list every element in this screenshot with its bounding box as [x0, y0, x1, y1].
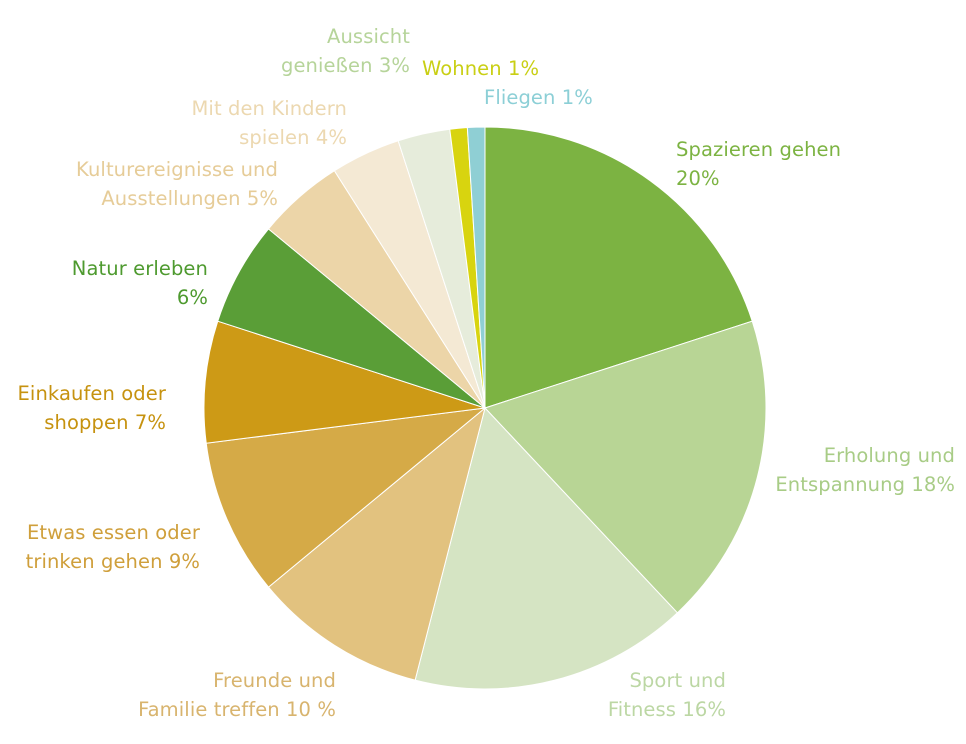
slice-label-line: Fliegen 1%	[484, 86, 593, 109]
slice-label-line: 20%	[676, 167, 720, 190]
slice-label-line: Erholung und	[823, 444, 955, 467]
slice-label-line: Familie treffen 10 %	[138, 698, 336, 721]
slice-label-freunde-und: Freunde und Familie treffen 10 %	[138, 666, 336, 724]
slice-label-line: Ausstellungen 5%	[101, 187, 278, 210]
pie-slice-etwas-essen-oder	[205, 407, 487, 588]
slice-label-line: trinken gehen 9%	[25, 550, 200, 573]
slice-label-line: Kulturereignisse und	[76, 158, 278, 181]
slice-label-line: Fitness 16%	[607, 698, 726, 721]
slice-label-line: Einkaufen oder	[17, 382, 166, 405]
slice-label-einkaufen-oder: Einkaufen oder shoppen 7%	[18, 379, 167, 437]
slice-label-line: Wohnen 1%	[422, 57, 540, 80]
slice-label-line: Natur erleben	[71, 257, 208, 280]
slice-label-line: 6%	[176, 286, 208, 309]
pie-slice-erholung-und	[484, 320, 767, 614]
pie-slice-fliegen-1	[466, 126, 486, 409]
pie-slice-spazieren-gehen	[484, 126, 753, 409]
slice-label-aussicht: Aussicht genießen 3%	[281, 22, 410, 80]
slice-label-line: Sport und	[629, 669, 726, 692]
slice-label-line: spielen 4%	[239, 126, 347, 149]
slice-label-line: Etwas essen oder	[26, 521, 200, 544]
slice-label-spazieren-gehen: Spazieren gehen 20%	[676, 135, 841, 193]
slice-label-wohnen-1: Wohnen 1%	[422, 54, 539, 83]
pie-slice-sport-und	[414, 406, 679, 690]
slice-label-mit-den-kindern: Mit den Kindern spielen 4%	[192, 94, 348, 152]
pie-slice-einkaufen-oder	[203, 320, 486, 444]
slice-label-line: Mit den Kindern	[191, 97, 347, 120]
slice-label-kulturereignisse-und: Kulturereignisse und Ausstellungen 5%	[76, 155, 278, 213]
slice-label-line: Aussicht	[327, 25, 410, 48]
slice-label-erholung-und: Erholung und Entspannung 18%	[775, 441, 955, 499]
slice-label-natur-erleben: Natur erleben 6%	[72, 254, 208, 312]
slice-label-line: genießen 3%	[280, 54, 410, 77]
slice-label-line: shoppen 7%	[44, 411, 166, 434]
slice-label-line: Entspannung 18%	[775, 473, 955, 496]
pie-slice-freunde-und	[267, 406, 486, 681]
slice-label-line: Freunde und	[213, 669, 336, 692]
slice-label-line: Spazieren gehen	[676, 138, 842, 161]
slice-label-fliegen-1: Fliegen 1%	[484, 83, 593, 112]
slice-label-sport-und: Sport und Fitness 16%	[608, 666, 726, 724]
slice-label-etwas-essen-oder: Etwas essen oder trinken gehen 9%	[26, 518, 200, 576]
